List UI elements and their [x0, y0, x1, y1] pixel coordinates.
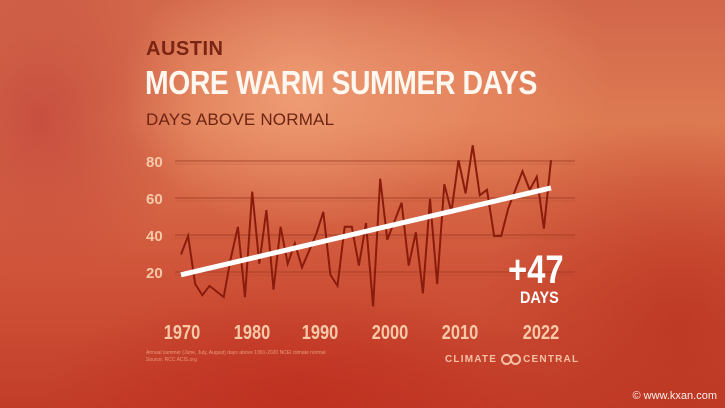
y-tick-label: 40	[146, 228, 163, 245]
footnote-source: Source: RCC ACIS.org	[146, 357, 197, 363]
x-tick-label: 2022	[522, 322, 560, 344]
callout-label: DAYS	[520, 288, 559, 307]
kxan-watermark: © www.kxan.com	[632, 390, 717, 402]
climate-central-logo: CLIMATE CENTRAL	[445, 354, 579, 365]
y-tick-label: 20	[146, 265, 163, 282]
y-axis-ticks: 20 40 60 80	[146, 154, 163, 282]
footnote-line-1: Annual summer (June, July, August) days …	[146, 350, 326, 356]
footnote: Annual summer (June, July, August) days …	[146, 350, 325, 364]
x-tick-label: 1990	[301, 322, 339, 344]
y-tick-label: 80	[146, 154, 163, 171]
logo-text-right: CENTRAL	[523, 354, 580, 365]
x-tick-label: 1980	[233, 322, 271, 344]
trend-line	[180, 185, 552, 278]
logo-text-left: CLIMATE	[445, 354, 498, 365]
y-axis-label: DAYS ABOVE NORMAL	[146, 110, 335, 129]
x-tick-label: 1970	[163, 322, 201, 344]
chart-title: MORE WARM SUMMER DAYS	[145, 64, 537, 101]
data-line	[180, 145, 552, 307]
x-tick-label: 2000	[371, 322, 409, 344]
callout-value: +47	[508, 248, 564, 292]
location-label: AUSTIN	[146, 38, 224, 60]
y-tick-label: 60	[146, 191, 163, 208]
x-tick-label: 2010	[441, 322, 479, 344]
infinity-rings-icon	[501, 354, 522, 365]
